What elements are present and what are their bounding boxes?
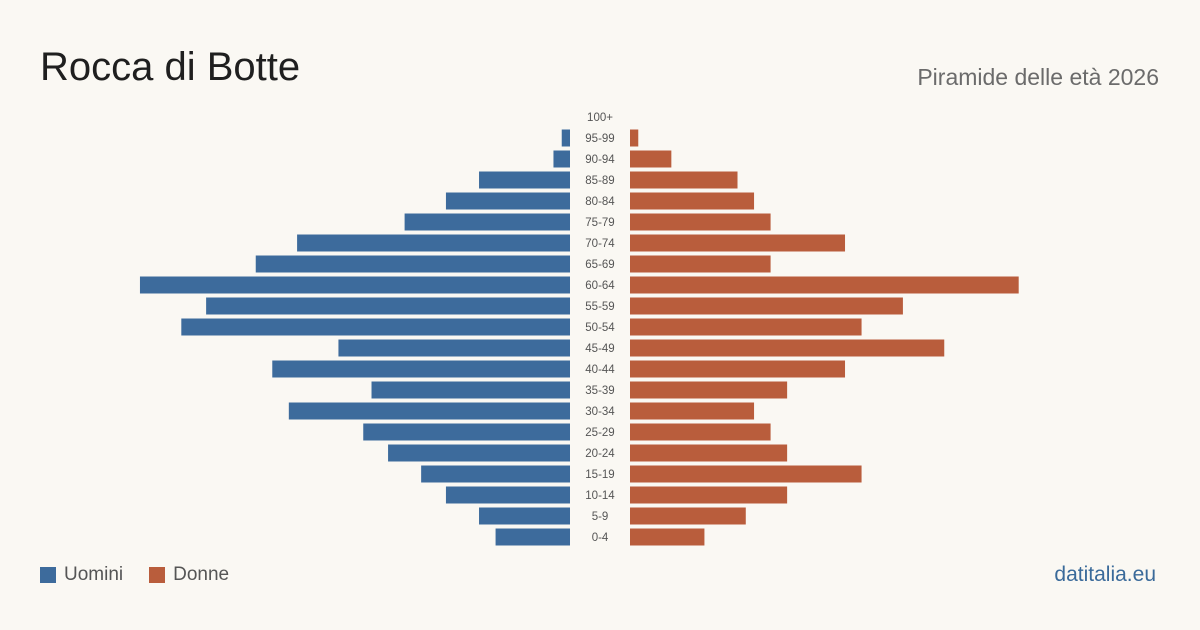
bar-male-15-19 xyxy=(421,465,570,483)
bar-female-5-9 xyxy=(630,507,746,525)
bar-female-95-99 xyxy=(630,129,639,147)
bar-male-40-44 xyxy=(272,360,570,378)
bar-male-5-9 xyxy=(479,507,570,525)
bar-male-30-34 xyxy=(288,402,570,420)
bar-female-80-84 xyxy=(630,192,755,210)
bar-female-0-4 xyxy=(630,528,705,546)
age-label-20-24: 20-24 xyxy=(585,448,615,460)
chart-subtitle: Piramide delle età 2026 xyxy=(917,64,1159,90)
age-label-5-9: 5-9 xyxy=(592,511,609,523)
bar-male-0-4 xyxy=(495,528,570,546)
age-label-80-84: 80-84 xyxy=(585,196,615,208)
bar-female-60-64 xyxy=(630,276,1019,294)
bar-male-45-49 xyxy=(338,339,570,357)
bar-female-25-29 xyxy=(630,423,771,441)
age-label-45-49: 45-49 xyxy=(585,343,614,355)
bar-male-10-14 xyxy=(445,486,570,504)
bar-male-20-24 xyxy=(388,444,570,462)
bar-male-35-39 xyxy=(371,381,570,399)
bar-female-45-49 xyxy=(630,339,945,357)
age-label-10-14: 10-14 xyxy=(585,490,615,502)
bar-male-25-29 xyxy=(363,423,570,441)
bar-female-20-24 xyxy=(630,444,788,462)
bar-female-65-69 xyxy=(630,255,771,273)
bar-female-40-44 xyxy=(630,360,846,378)
age-label-40-44: 40-44 xyxy=(585,364,615,376)
bar-female-35-39 xyxy=(630,381,788,399)
bar-male-80-84 xyxy=(445,192,570,210)
age-label-55-59: 55-59 xyxy=(585,301,614,313)
age-label-30-34: 30-34 xyxy=(585,406,615,418)
brand-link[interactable]: datitalia.eu xyxy=(1054,563,1156,586)
legend-swatch-male xyxy=(40,567,56,583)
bar-male-50-54 xyxy=(181,318,570,336)
age-label-60-64: 60-64 xyxy=(585,280,615,292)
age-label-95-99: 95-99 xyxy=(585,133,614,145)
bar-female-50-54 xyxy=(630,318,862,336)
legend-item-male: Uomini xyxy=(40,564,123,586)
chart-title: Rocca di Botte xyxy=(40,45,301,89)
bar-male-75-79 xyxy=(404,213,570,231)
bar-female-85-89 xyxy=(630,171,738,189)
bar-female-55-59 xyxy=(630,297,903,315)
age-label-100+: 100+ xyxy=(587,112,613,124)
age-label-90-94: 90-94 xyxy=(585,154,615,166)
bar-male-95-99 xyxy=(561,129,570,147)
bar-female-70-74 xyxy=(630,234,846,252)
age-label-75-79: 75-79 xyxy=(585,217,614,229)
legend-label-female: Donne xyxy=(173,564,230,585)
bar-male-90-94 xyxy=(553,150,570,168)
bar-male-55-59 xyxy=(206,297,570,315)
bar-female-90-94 xyxy=(630,150,672,168)
age-label-35-39: 35-39 xyxy=(585,385,614,397)
bar-male-85-89 xyxy=(479,171,570,189)
age-label-15-19: 15-19 xyxy=(585,469,614,481)
legend-label-male: Uomini xyxy=(64,564,124,585)
legend: Uomini Donne xyxy=(40,564,255,586)
bar-male-60-64 xyxy=(139,276,570,294)
legend-swatch-female xyxy=(149,567,166,583)
legend-item-female: Donne xyxy=(149,564,229,586)
age-label-70-74: 70-74 xyxy=(585,238,615,250)
age-label-65-69: 65-69 xyxy=(585,259,614,271)
bar-female-75-79 xyxy=(630,213,771,231)
age-label-0-4: 0-4 xyxy=(592,532,609,544)
age-label-50-54: 50-54 xyxy=(585,322,615,334)
bar-male-65-69 xyxy=(255,255,571,273)
age-label-85-89: 85-89 xyxy=(585,175,614,187)
age-label-25-29: 25-29 xyxy=(585,427,614,439)
bar-female-10-14 xyxy=(630,486,788,504)
bar-female-15-19 xyxy=(630,465,862,483)
bar-male-70-74 xyxy=(297,234,570,252)
bar-female-30-34 xyxy=(630,402,755,420)
